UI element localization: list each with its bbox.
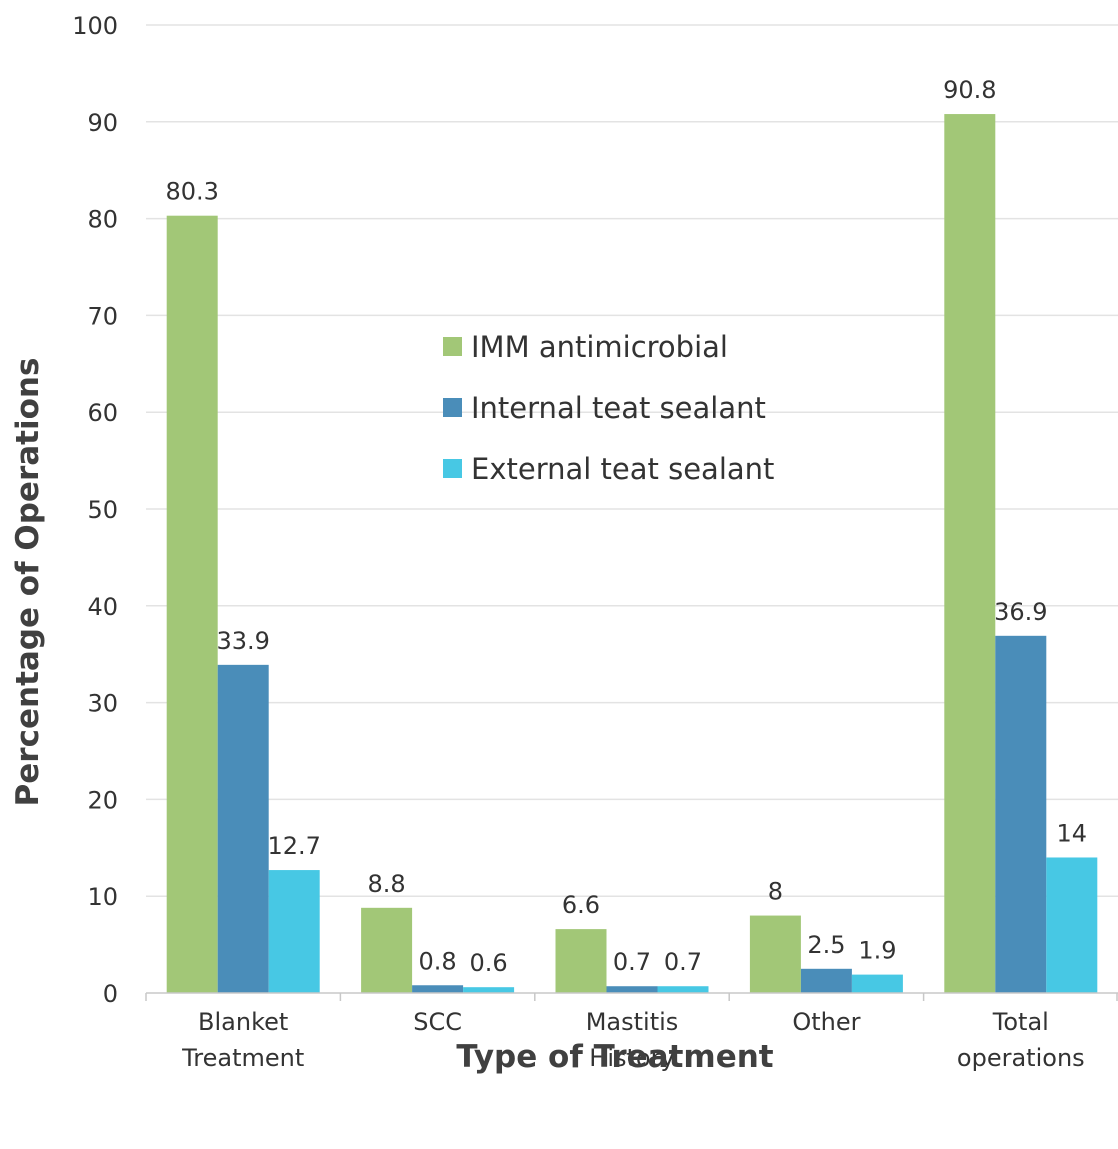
bar (1046, 857, 1098, 993)
y-axis-ticks: 0 10 20 30 40 50 60 70 80 90 100 (72, 12, 118, 1008)
x-category-label-line: History (589, 1044, 674, 1072)
data-label: 90.8 (943, 76, 996, 104)
legend-swatch (443, 398, 462, 417)
data-label: 8.8 (368, 870, 406, 898)
data-label: 6.6 (562, 891, 600, 919)
x-category-label-line: Treatment (181, 1044, 304, 1072)
data-label: 2.5 (807, 931, 845, 959)
y-tick-label: 0 (103, 980, 118, 1008)
x-category-label-line: Blanket (198, 1008, 288, 1036)
x-category-label: Mastitis History (586, 1008, 679, 1072)
x-category-label: SCC (413, 1008, 462, 1036)
x-category-label-line: Total (992, 1008, 1049, 1036)
y-axis-title: Percentage of Operations (10, 358, 46, 807)
data-label: 0.8 (419, 947, 457, 975)
bar (217, 664, 269, 993)
y-tick-label: 10 (87, 883, 118, 911)
x-category-label: Other (792, 1008, 860, 1036)
gridlines (146, 24, 1118, 897)
x-axis-title: Type of Treatment (456, 1039, 773, 1075)
data-labels: 80.3 33.9 12.7 8.8 0.8 0.6 6.6 0.7 0.7 8 2.5 1.9 90.… (165, 76, 1087, 977)
data-label: 80.3 (165, 178, 218, 206)
bar (944, 114, 996, 993)
bar (463, 987, 515, 993)
legend-label: External teat sealant (471, 452, 774, 486)
legend-swatch (443, 337, 462, 356)
y-tick-label: 70 (87, 302, 118, 330)
data-label: 0.7 (664, 948, 702, 976)
x-category-label-line: operations (957, 1044, 1085, 1072)
bar (995, 635, 1047, 993)
data-label: 36.9 (994, 598, 1047, 626)
data-label: 14 (1057, 819, 1088, 847)
x-category-label: Blanket Treatment (181, 1008, 304, 1072)
legend-label: Internal teat sealant (471, 391, 766, 425)
bar (268, 870, 320, 993)
bar (412, 985, 464, 993)
data-label: 0.6 (470, 949, 508, 977)
bar (800, 968, 852, 993)
y-tick-label: 100 (72, 12, 118, 40)
data-label: 8 (768, 878, 783, 906)
x-category-label-line: Other (792, 1008, 860, 1036)
data-label: 0.7 (613, 948, 651, 976)
y-tick-label: 20 (87, 786, 118, 814)
x-category-label: Total operations (957, 1008, 1085, 1072)
y-tick-label: 60 (87, 399, 118, 427)
data-label: 12.7 (267, 832, 320, 860)
bar (361, 907, 413, 993)
y-tick-label: 40 (87, 593, 118, 621)
legend-label: IMM antimicrobial (471, 330, 728, 364)
bar (749, 915, 801, 993)
bar (166, 215, 218, 994)
data-label: 33.9 (216, 627, 269, 655)
legend: IMM antimicrobial Internal teat sealant Ex… (443, 330, 774, 486)
data-label: 1.9 (858, 937, 896, 965)
x-category-label-line: Mastitis (586, 1008, 679, 1036)
bar (555, 929, 607, 993)
y-tick-label: 30 (87, 690, 118, 718)
y-tick-label: 50 (87, 496, 118, 524)
bar (606, 986, 658, 993)
x-axis: Blanket Treatment SCC Mastitis History Other T… (145, 992, 1118, 1072)
bar (851, 974, 903, 993)
x-category-label-line: SCC (413, 1008, 462, 1036)
y-tick-label: 80 (87, 206, 118, 234)
bar (657, 986, 709, 993)
y-tick-label: 90 (87, 109, 118, 137)
bars (166, 114, 1098, 994)
legend-swatch (443, 459, 462, 478)
